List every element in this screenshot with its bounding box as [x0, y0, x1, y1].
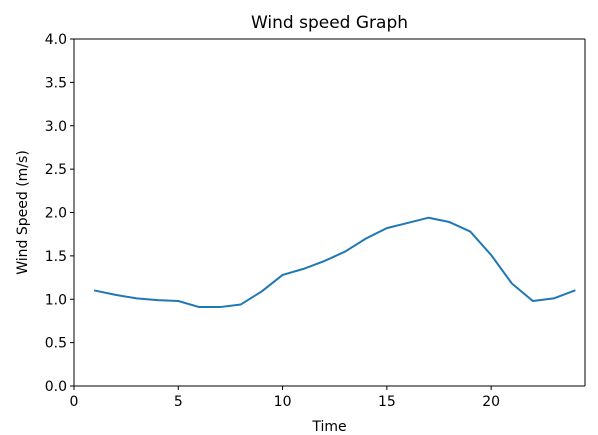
- series-line: [93, 216, 576, 309]
- x-tick-label: 0: [70, 394, 79, 410]
- y-axis: 0.0 0.5 1.0 1.5 2.0 2.5 3.0 3.5 4.0: [45, 32, 74, 395]
- chart-title: Wind speed Graph: [251, 13, 408, 33]
- y-tick-label: 0.5: [45, 336, 67, 352]
- x-tick-label: 20: [482, 394, 500, 410]
- x-tick-label: 15: [378, 394, 396, 410]
- series-layer: [93, 216, 576, 309]
- y-tick-label: 1.5: [45, 249, 67, 265]
- y-tick-label: 2.5: [45, 162, 67, 178]
- x-axis-label: Time: [311, 419, 346, 435]
- x-tick-label: 10: [274, 394, 292, 410]
- x-axis: 0 5 10 15 20: [70, 386, 500, 410]
- y-tick-label: 0.0: [45, 379, 67, 395]
- x-tick-label: 5: [174, 394, 183, 410]
- y-tick-label: 1.0: [45, 292, 67, 308]
- y-axis-label: Wind Speed (m/s): [15, 150, 31, 275]
- y-tick-label: 3.5: [45, 75, 67, 91]
- y-tick-label: 3.0: [45, 119, 67, 135]
- y-tick-label: 2.0: [45, 206, 67, 222]
- y-tick-label: 4.0: [45, 32, 67, 48]
- plot-frame: [73, 38, 586, 387]
